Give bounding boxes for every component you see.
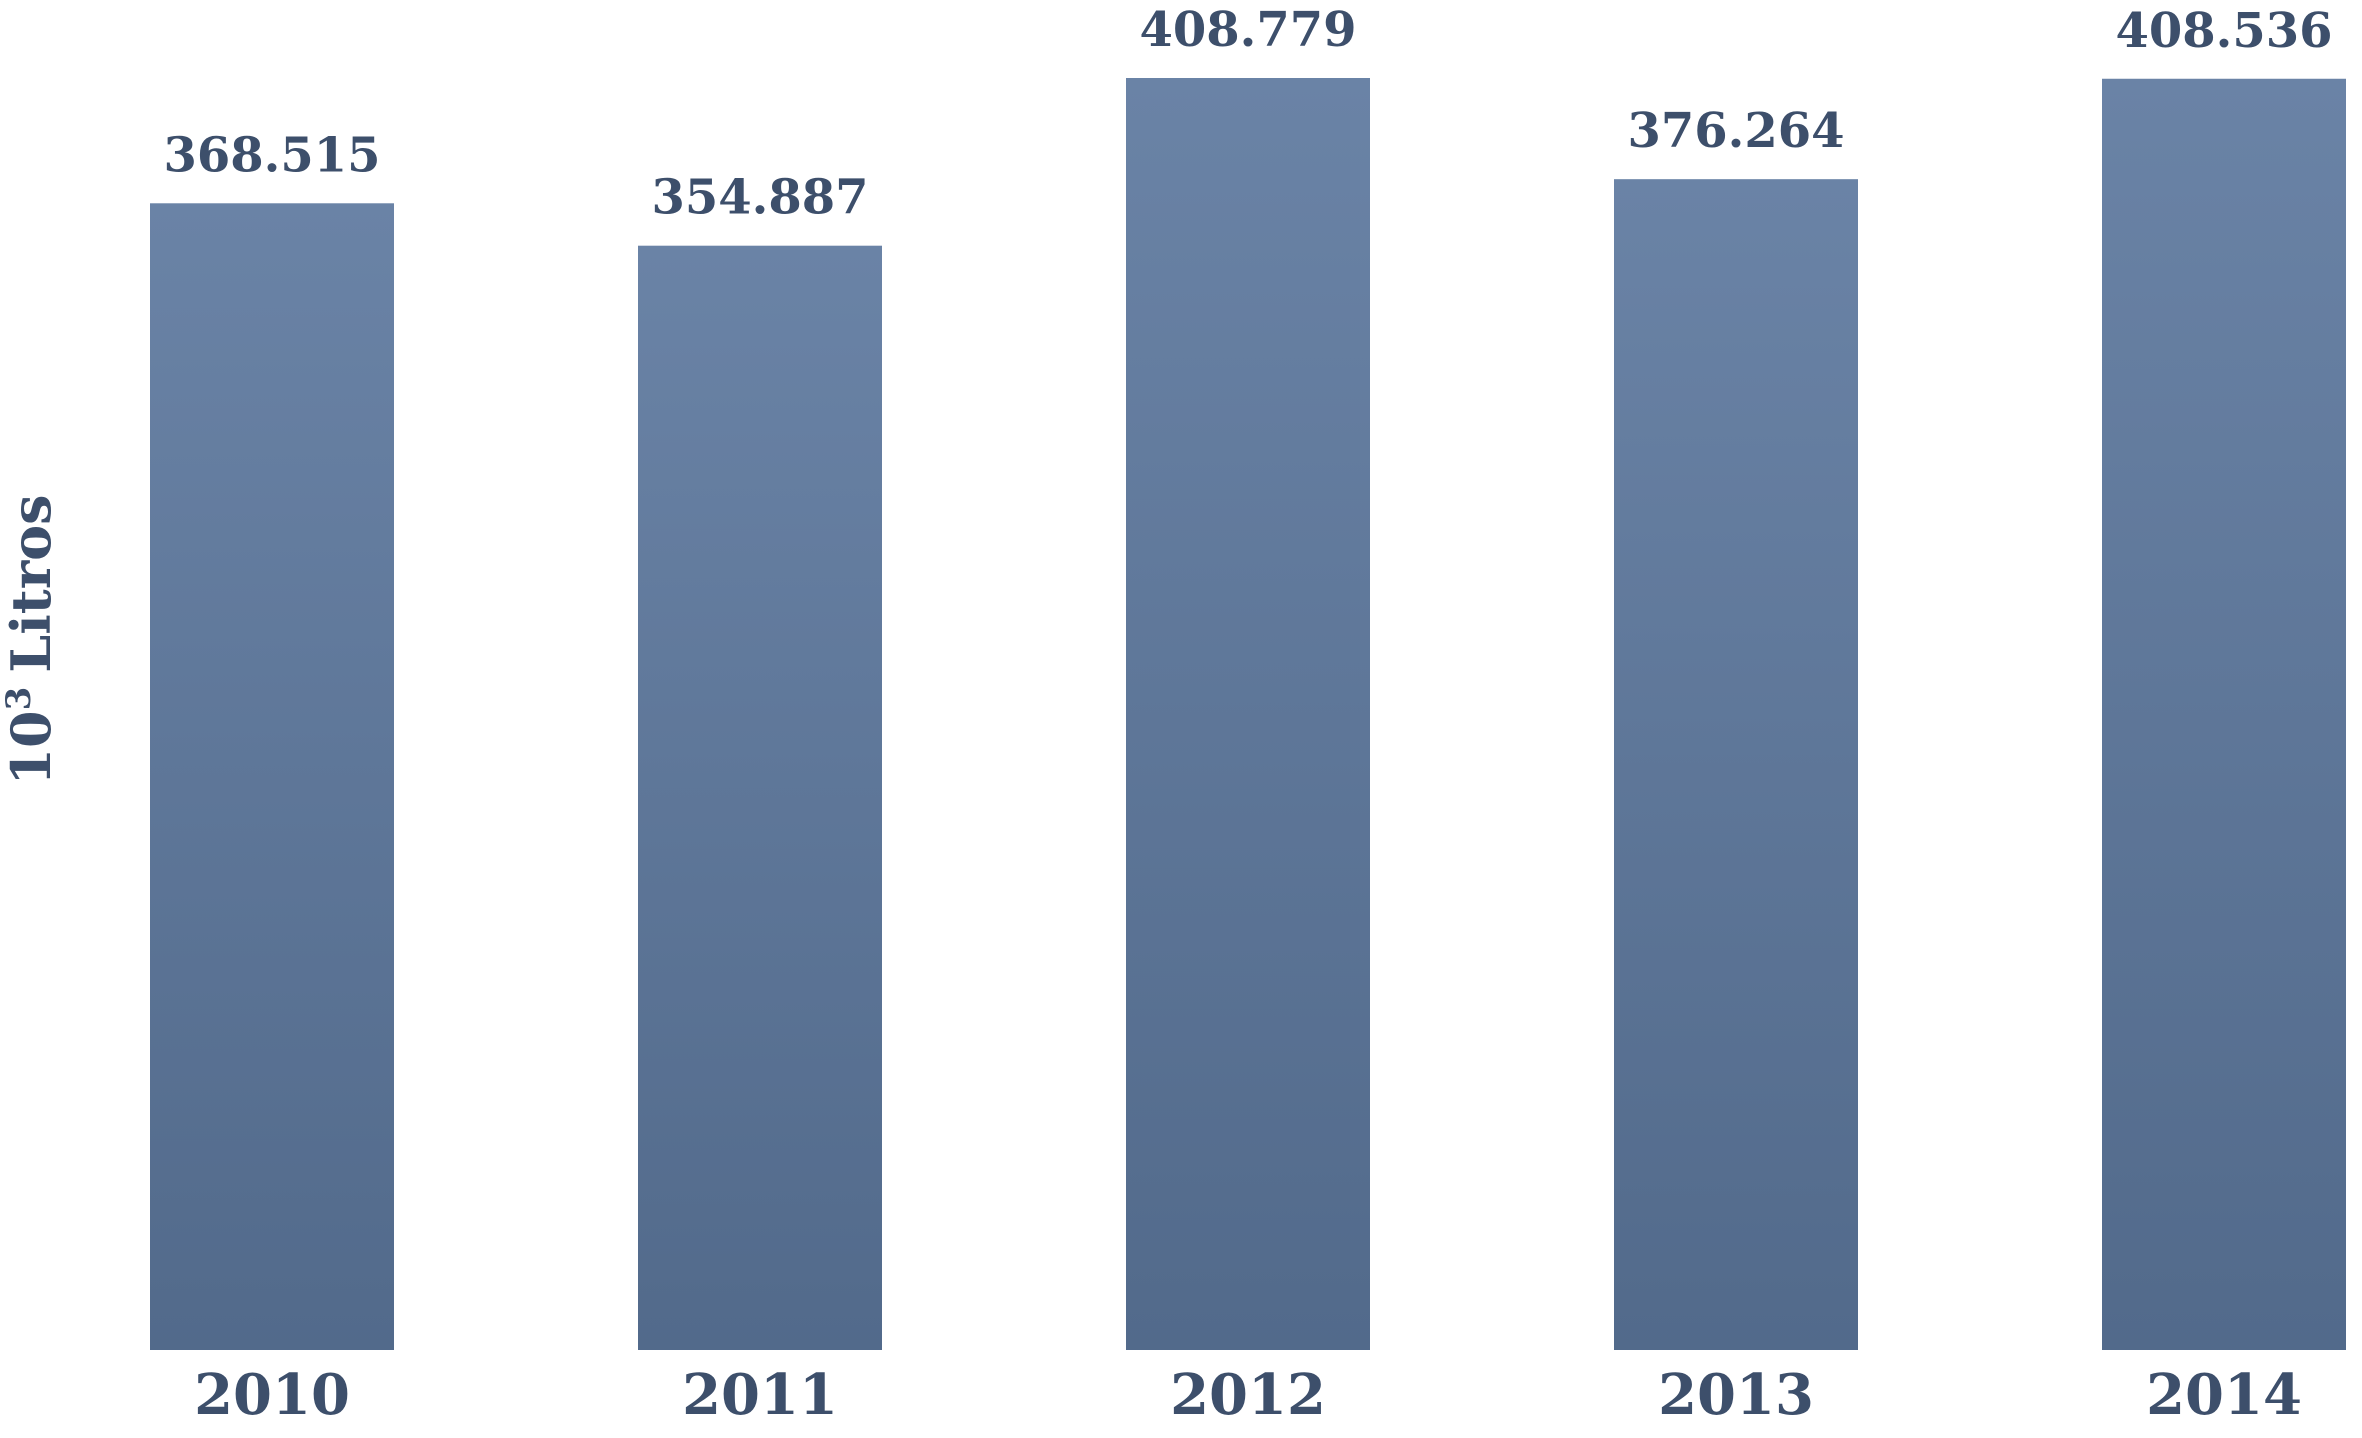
value-label-2011: 354.887 [651, 170, 868, 226]
x-tick-label-2013: 2013 [1658, 1362, 1814, 1428]
bar-2013 [1614, 179, 1858, 1350]
x-tick-labels-group: 2010 2011 2012 2013 2014 [194, 1362, 2302, 1428]
value-label-2014: 408.536 [2115, 3, 2332, 59]
bar-2011 [638, 245, 882, 1350]
x-tick-label-2011: 2011 [682, 1362, 838, 1428]
bars-group [150, 78, 2346, 1351]
bar-2012 [1126, 78, 1370, 1350]
value-label-2013: 376.264 [1627, 103, 1844, 159]
x-tick-label-2012: 2012 [1170, 1362, 1326, 1428]
x-tick-label-2010: 2010 [194, 1362, 350, 1428]
y-axis-label: 103 Litros [0, 494, 63, 785]
value-label-2010: 368.515 [163, 127, 380, 183]
value-label-2012: 408.779 [1139, 2, 1356, 58]
y-axis-label-unit: Litros [0, 494, 63, 672]
value-labels-group: 368.515 354.887 408.779 376.264 408.536 [163, 2, 2332, 226]
bar-2010 [150, 203, 394, 1351]
y-axis-label-exponent: 3 [0, 687, 39, 711]
y-axis-label-base: 10 [0, 710, 63, 785]
x-tick-label-2014: 2014 [2146, 1362, 2302, 1428]
bar-2014 [2102, 78, 2346, 1351]
